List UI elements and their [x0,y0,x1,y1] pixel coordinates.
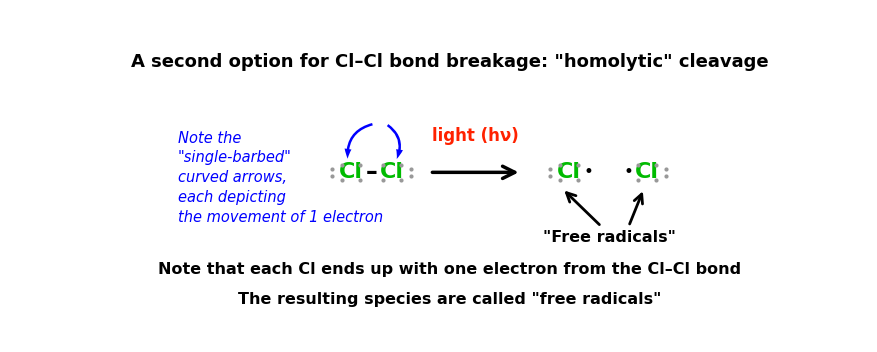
Text: Note that each Cl ends up with one electron from the Cl–Cl bond: Note that each Cl ends up with one elect… [158,262,741,277]
Text: light (hν): light (hν) [431,127,518,145]
Text: "Free radicals": "Free radicals" [543,230,675,245]
Text: Note the
"single-barbed"
curved arrows,
each depicting
the movement of 1 electro: Note the "single-barbed" curved arrows, … [177,131,382,225]
Text: –: – [366,161,377,184]
FancyArrowPatch shape [344,123,373,159]
Text: The resulting species are called "free radicals": The resulting species are called "free r… [238,292,661,307]
Text: Cl: Cl [635,162,659,182]
Text: •: • [623,163,632,181]
FancyArrowPatch shape [387,124,403,159]
Text: Cl: Cl [339,162,363,182]
Text: Cl: Cl [556,162,581,182]
Text: •: • [582,163,592,181]
Text: A second option for Cl–Cl bond breakage: "homolytic" cleavage: A second option for Cl–Cl bond breakage:… [131,53,768,71]
Text: Cl: Cl [380,162,403,182]
